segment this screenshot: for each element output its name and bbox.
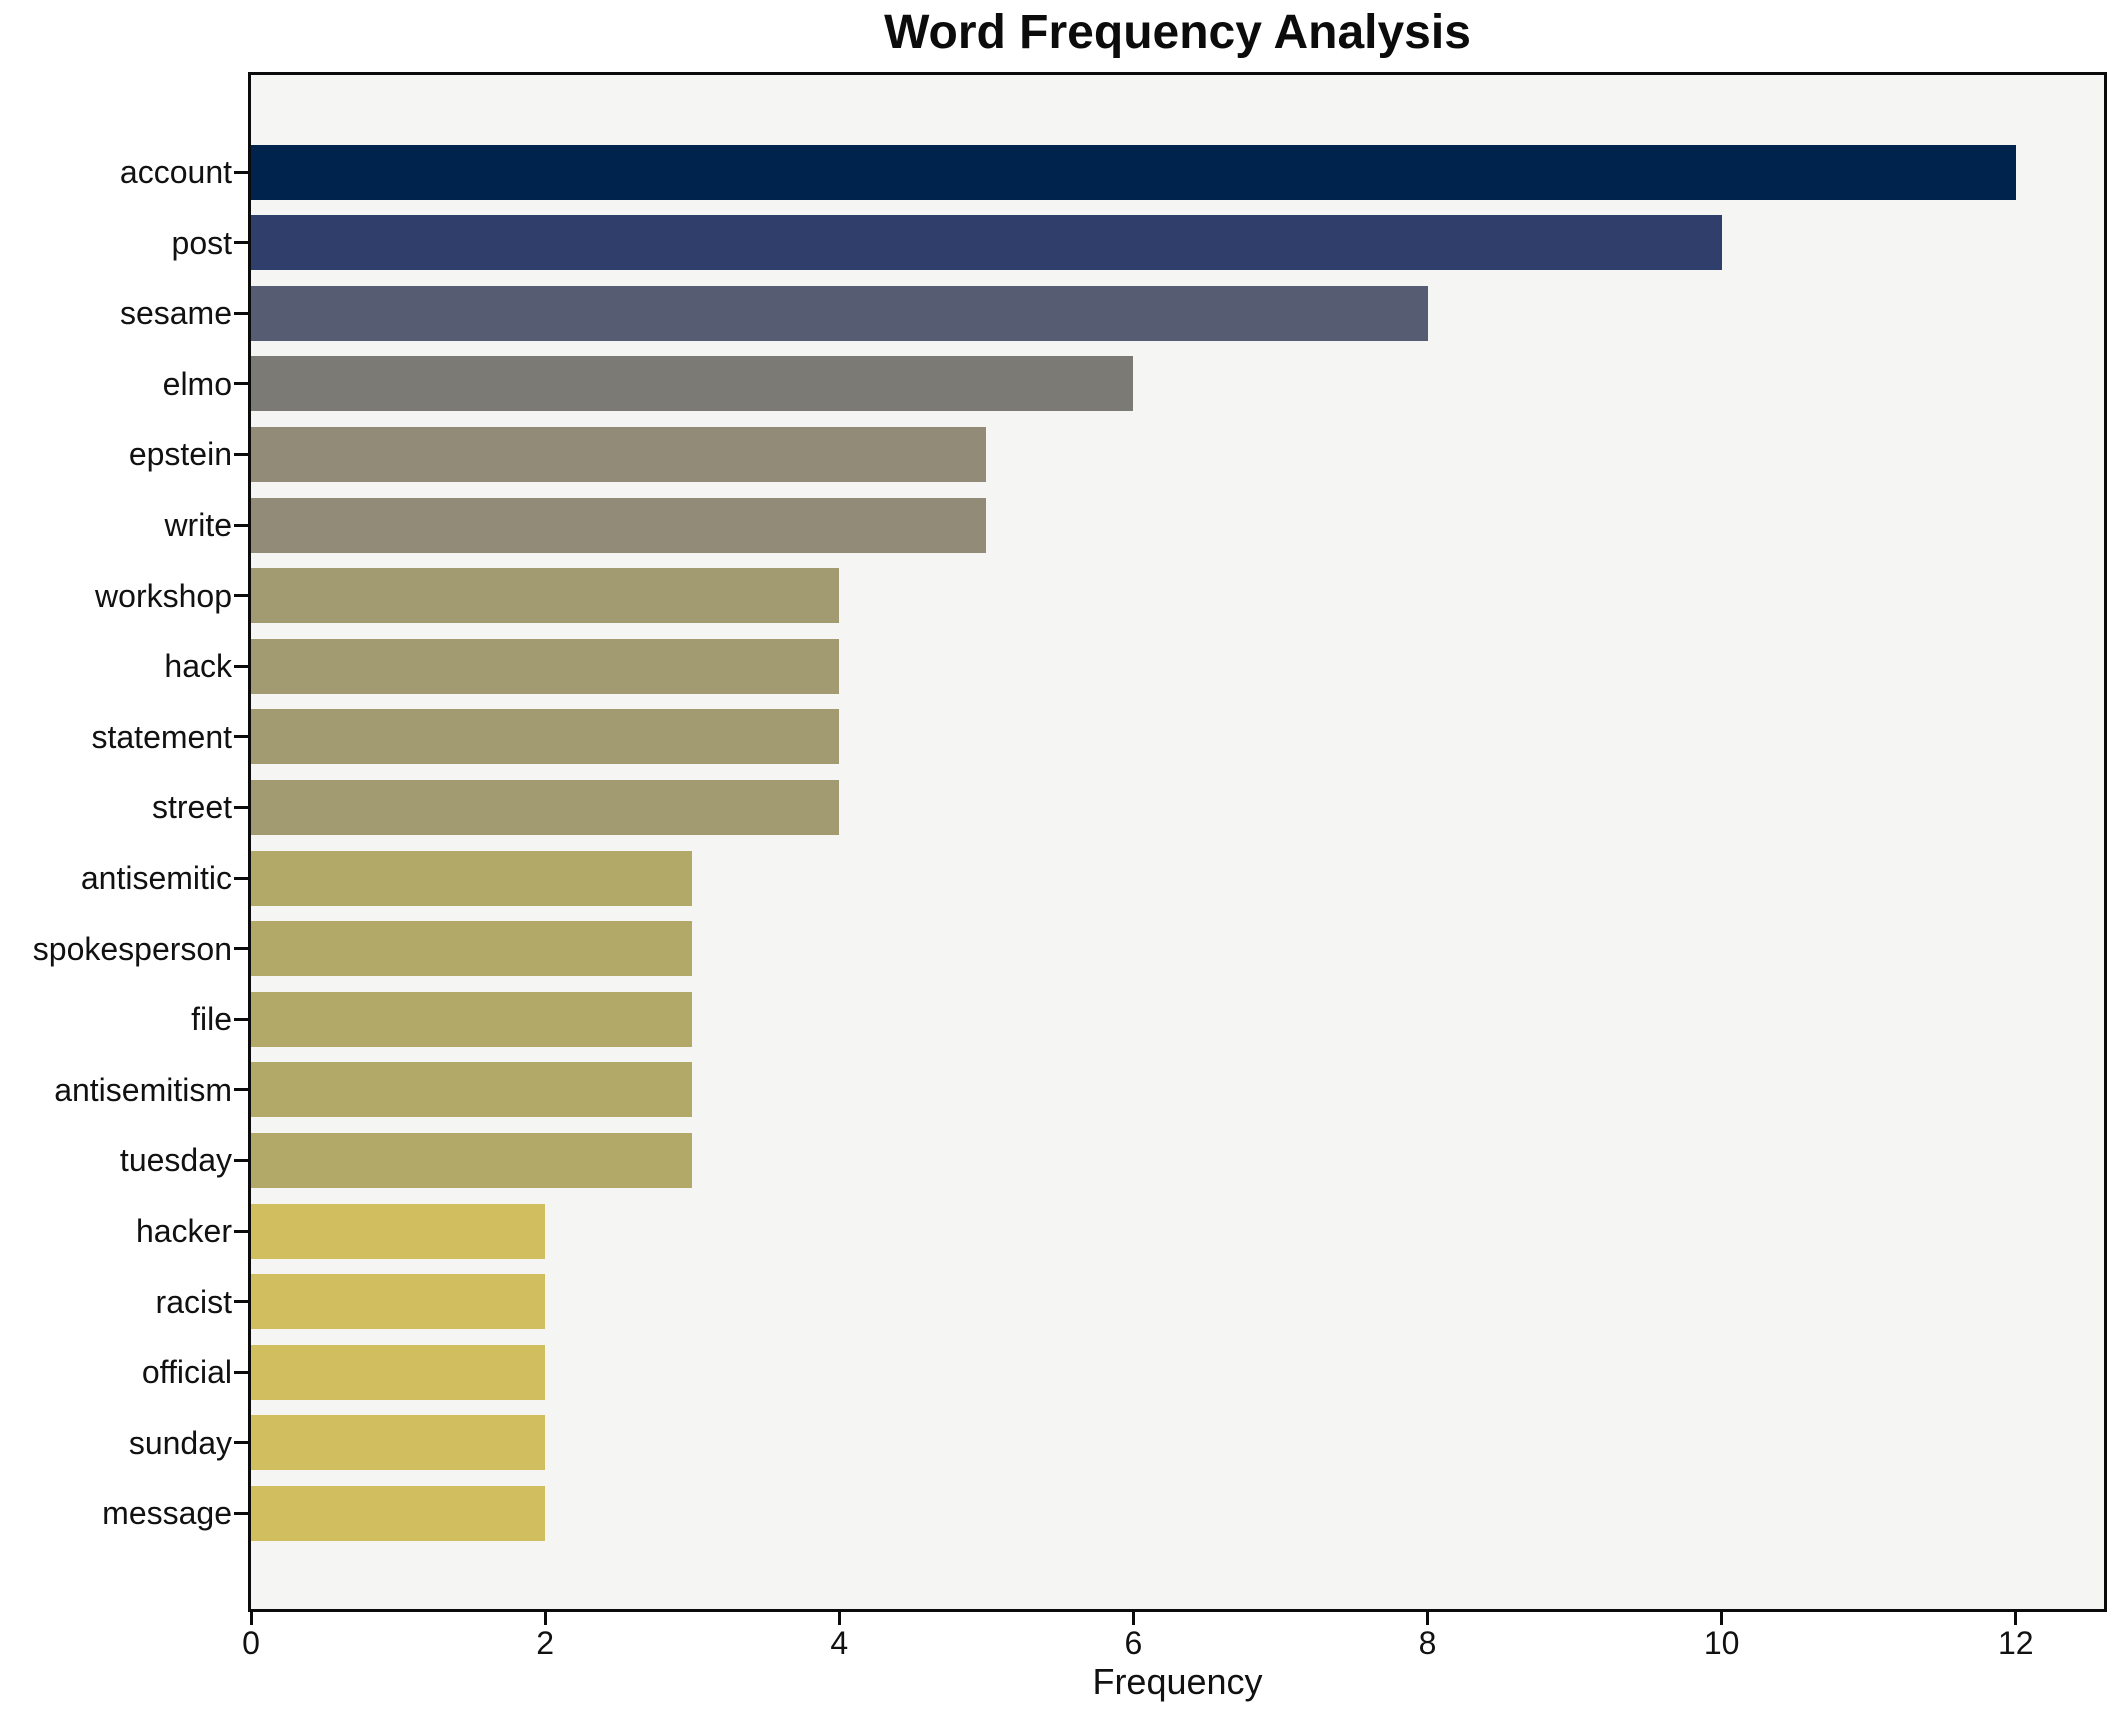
y-tick-label-sunday: sunday xyxy=(128,1424,232,1461)
x-tick-mark xyxy=(2014,1612,2018,1625)
y-tick-label-antisemitism: antisemitism xyxy=(54,1071,232,1108)
y-tick-mark xyxy=(234,1088,248,1092)
chart-title: Word Frequency Analysis xyxy=(884,6,1471,59)
y-tick-label-workshop: workshop xyxy=(95,577,232,614)
y-tick-mark xyxy=(234,311,248,315)
x-tick-mark xyxy=(1131,1612,1135,1625)
y-tick-mark xyxy=(234,452,248,456)
y-tick-mark xyxy=(234,1017,248,1021)
x-axis-label: Frequency xyxy=(1092,1661,1263,1702)
bar-post xyxy=(251,215,1722,271)
y-tick-mark xyxy=(234,523,248,527)
bar-epstein xyxy=(251,426,987,482)
y-tick-mark xyxy=(234,805,248,809)
y-tick-label-spokesperson: spokesperson xyxy=(32,930,232,967)
y-tick-mark xyxy=(234,1229,248,1233)
bar-workshop xyxy=(251,568,840,624)
bar-tuesday xyxy=(251,1132,693,1188)
y-tick-label-write: write xyxy=(164,507,232,543)
bar-message xyxy=(251,1485,546,1541)
x-tick-mark xyxy=(1426,1612,1429,1625)
y-tick-mark xyxy=(234,947,248,951)
bar-hacker xyxy=(251,1203,546,1259)
y-tick-label-epstein: epstein xyxy=(128,436,232,473)
y-tick-label-hack: hack xyxy=(164,648,232,685)
bar-racist xyxy=(251,1274,546,1330)
y-tick-label-account: account xyxy=(119,154,232,190)
bar-antisemitism xyxy=(251,1062,693,1118)
x-tick-label-10: 10 xyxy=(1703,1625,1740,1661)
x-tick-label-8: 8 xyxy=(1418,1625,1437,1661)
y-tick-label-post: post xyxy=(171,224,232,261)
y-tick-label-official: official xyxy=(141,1354,232,1391)
y-tick-mark xyxy=(234,1511,248,1515)
y-tick-label-antisemitic: antisemitic xyxy=(80,860,232,896)
y-tick-mark xyxy=(234,1441,248,1445)
y-tick-label-file: file xyxy=(191,1001,232,1038)
bar-antisemitic xyxy=(251,850,693,906)
x-tick-mark xyxy=(837,1612,841,1625)
x-tick-mark xyxy=(249,1612,253,1625)
y-tick-mark xyxy=(234,735,248,739)
bar-official xyxy=(251,1344,546,1400)
bar-account xyxy=(251,144,2016,200)
y-tick-label-tuesday: tuesday xyxy=(119,1142,232,1179)
y-tick-mark xyxy=(234,876,248,880)
x-tick-mark xyxy=(543,1612,547,1625)
y-tick-mark xyxy=(234,1158,248,1162)
y-tick-label-statement: statement xyxy=(91,718,232,755)
y-tick-mark xyxy=(234,1300,248,1304)
y-tick-label-hacker: hacker xyxy=(135,1213,232,1249)
bar-elmo xyxy=(251,356,1134,412)
plot-area xyxy=(248,72,2107,1612)
y-tick-label-sesame: sesame xyxy=(119,295,232,332)
y-tick-mark xyxy=(234,1370,248,1374)
bar-spokesperson xyxy=(251,921,693,977)
bar-street xyxy=(251,779,840,835)
y-tick-mark xyxy=(234,382,248,386)
y-tick-label-elmo: elmo xyxy=(162,365,232,402)
bar-hack xyxy=(251,638,840,694)
y-tick-label-racist: racist xyxy=(155,1283,232,1320)
x-tick-label-4: 4 xyxy=(830,1625,849,1661)
x-tick-label-6: 6 xyxy=(1124,1625,1143,1661)
y-tick-mark xyxy=(234,664,248,668)
bar-sunday xyxy=(251,1415,546,1471)
y-tick-mark xyxy=(234,594,248,598)
x-tick-mark xyxy=(1720,1612,1724,1625)
bar-statement xyxy=(251,709,840,765)
bar-file xyxy=(251,991,693,1047)
x-tick-label-0: 0 xyxy=(242,1625,260,1661)
y-tick-mark xyxy=(234,241,248,245)
y-tick-label-message: message xyxy=(102,1495,232,1532)
x-tick-label-12: 12 xyxy=(1997,1625,2034,1661)
x-tick-label-2: 2 xyxy=(536,1625,555,1661)
bar-write xyxy=(251,497,987,553)
y-tick-label-street: street xyxy=(151,789,232,826)
y-tick-mark xyxy=(234,170,248,174)
bar-sesame xyxy=(251,285,1428,341)
